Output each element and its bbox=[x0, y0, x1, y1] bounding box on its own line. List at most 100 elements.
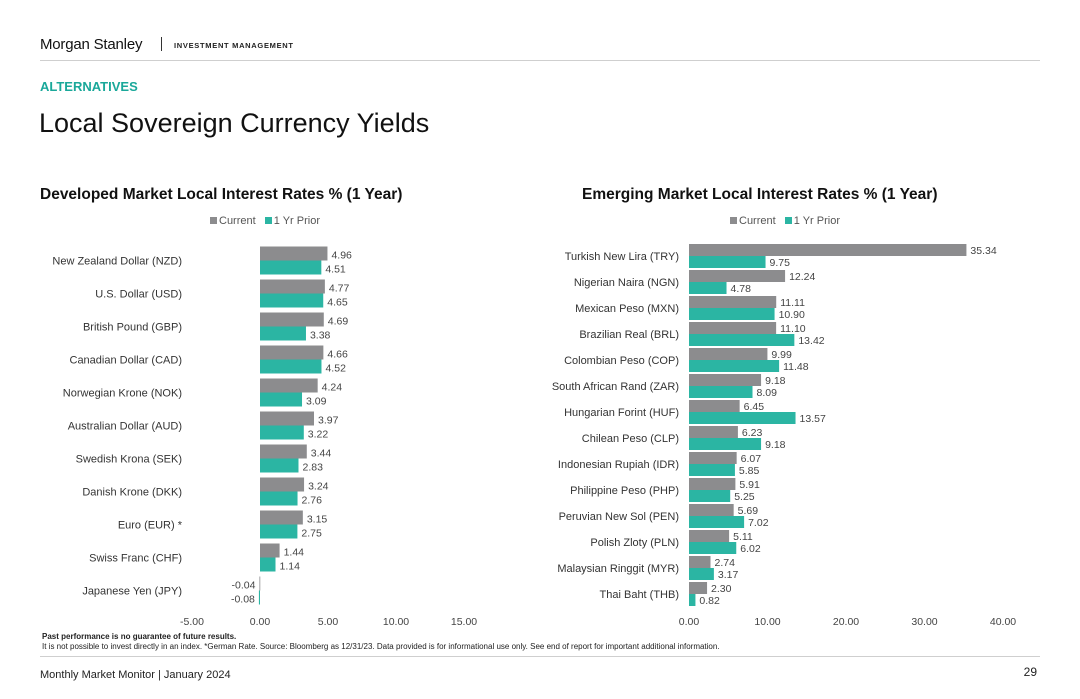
category-label: Polish Zloty (PLN) bbox=[590, 537, 679, 549]
category-label: Japanese Yen (JPY) bbox=[82, 586, 182, 598]
data-label-prior: 1.14 bbox=[280, 561, 301, 573]
bar-prior bbox=[689, 516, 745, 528]
data-label-current: 3.24 bbox=[308, 481, 329, 493]
category-label: Turkish New Lira (TRY) bbox=[565, 251, 679, 263]
bar-prior bbox=[260, 524, 298, 539]
bar-current bbox=[260, 345, 324, 360]
data-label-prior: 4.78 bbox=[731, 283, 752, 295]
legend-prior-label: 1 Yr Prior bbox=[793, 215, 841, 227]
page-number: 29 bbox=[1023, 665, 1037, 679]
footer-text: Monthly Market Monitor | January 2024 bbox=[40, 669, 231, 681]
data-label-prior: 3.17 bbox=[718, 569, 739, 581]
bar-current bbox=[259, 576, 261, 591]
bar-prior bbox=[689, 334, 795, 346]
data-label-prior: 0.82 bbox=[699, 595, 720, 607]
category-label: Thai Baht (THB) bbox=[600, 589, 679, 601]
bar-current bbox=[689, 348, 768, 360]
brand-subtitle: INVESTMENT MANAGEMENT bbox=[174, 41, 294, 50]
bar-prior bbox=[689, 256, 766, 268]
x-tick-label: 15.00 bbox=[451, 616, 477, 628]
data-label-current: 11.10 bbox=[780, 323, 806, 335]
category-label: Canadian Dollar (CAD) bbox=[70, 355, 183, 367]
category-label: Colombian Peso (COP) bbox=[564, 355, 679, 367]
data-label-prior: 5.25 bbox=[734, 491, 755, 503]
category-label: South African Rand (ZAR) bbox=[552, 381, 679, 393]
category-label: New Zealand Dollar (NZD) bbox=[52, 256, 182, 268]
brand-logo: Morgan Stanley bbox=[40, 36, 143, 53]
data-label-current: 3.97 bbox=[318, 415, 339, 427]
page-title: Local Sovereign Currency Yields bbox=[39, 108, 430, 138]
data-label-prior: 9.75 bbox=[770, 257, 791, 269]
data-label-prior: 11.48 bbox=[783, 361, 809, 373]
data-label-current: 2.30 bbox=[711, 583, 732, 595]
bar-current bbox=[689, 478, 736, 490]
data-label-current: 1.44 bbox=[284, 547, 305, 559]
category-label: Swedish Krona (SEK) bbox=[76, 454, 182, 466]
category-label: Indonesian Rupiah (IDR) bbox=[558, 459, 679, 471]
data-label-prior: 3.38 bbox=[310, 330, 331, 342]
legend-prior: 1 Yr Prior bbox=[784, 215, 841, 227]
header: Morgan Stanley INVESTMENT MANAGEMENT bbox=[40, 34, 1040, 61]
disclaimer-performance: Past performance is no guarantee of futu… bbox=[42, 632, 237, 641]
bar-current bbox=[689, 374, 762, 386]
bar-current bbox=[260, 312, 324, 327]
bar-current bbox=[689, 452, 737, 464]
bar-prior bbox=[689, 594, 696, 606]
bar-current bbox=[260, 510, 303, 525]
data-label-prior: 2.75 bbox=[301, 528, 322, 540]
legend-prior: 1 Yr Prior bbox=[264, 215, 320, 227]
data-label-prior: 6.02 bbox=[740, 543, 761, 555]
bar-current bbox=[689, 270, 786, 282]
bar-prior bbox=[260, 326, 306, 341]
bar-current bbox=[689, 400, 740, 412]
data-label-current: 9.18 bbox=[765, 375, 786, 387]
data-label-prior: 10.90 bbox=[779, 309, 805, 321]
bar-current bbox=[689, 322, 777, 334]
bar-prior bbox=[689, 360, 780, 372]
data-label-current: 6.45 bbox=[744, 401, 765, 413]
bar-prior bbox=[689, 568, 714, 580]
developed-legend: Current 1 Yr Prior bbox=[210, 215, 326, 227]
legend-current-label: Current bbox=[739, 215, 776, 227]
legend-current: Current bbox=[210, 215, 256, 227]
data-label-prior: 3.22 bbox=[308, 429, 329, 441]
data-label-prior: 8.09 bbox=[757, 387, 778, 399]
legend-current: Current bbox=[730, 215, 776, 227]
x-tick-label: 40.00 bbox=[990, 616, 1016, 628]
category-label: Swiss Franc (CHF) bbox=[89, 553, 182, 565]
category-label: Nigerian Naira (NGN) bbox=[574, 277, 679, 289]
data-label-prior: 2.83 bbox=[302, 462, 323, 474]
category-label: Euro (EUR) * bbox=[118, 520, 183, 532]
category-label: Mexican Peso (MXN) bbox=[575, 303, 679, 315]
x-tick-label: 20.00 bbox=[833, 616, 859, 628]
data-label-current: 4.69 bbox=[328, 316, 349, 328]
bar-prior bbox=[689, 308, 775, 320]
data-label-current: 5.11 bbox=[733, 531, 753, 543]
bar-current bbox=[689, 296, 777, 308]
data-label-current: 6.23 bbox=[742, 427, 763, 439]
legend-current-swatch bbox=[210, 217, 217, 224]
bar-current bbox=[260, 411, 314, 426]
category-label: British Pound (GBP) bbox=[83, 322, 182, 334]
bar-current bbox=[260, 246, 328, 261]
category-label: Hungarian Forint (HUF) bbox=[564, 407, 679, 419]
legend-current-label: Current bbox=[219, 215, 256, 227]
x-tick-label: 5.00 bbox=[318, 616, 339, 628]
bar-prior bbox=[689, 438, 762, 450]
data-label-current: 4.66 bbox=[327, 349, 348, 361]
data-label-current: 3.44 bbox=[311, 448, 332, 460]
data-label-current: 2.74 bbox=[715, 557, 736, 569]
emerging-legend: Current 1 Yr Prior bbox=[730, 215, 846, 227]
emerging-chart-title: Emerging Market Local Interest Rates % (… bbox=[582, 186, 938, 203]
data-label-prior: 5.85 bbox=[739, 465, 760, 477]
category-label: Chilean Peso (CLP) bbox=[582, 433, 679, 445]
bar-prior bbox=[689, 542, 737, 554]
developed-chart-title: Developed Market Local Interest Rates % … bbox=[40, 186, 403, 203]
data-label-current: 4.77 bbox=[329, 283, 350, 295]
bar-prior bbox=[689, 386, 753, 398]
bar-current bbox=[689, 530, 730, 542]
data-label-current: 5.91 bbox=[739, 479, 760, 491]
bar-prior bbox=[260, 491, 298, 506]
